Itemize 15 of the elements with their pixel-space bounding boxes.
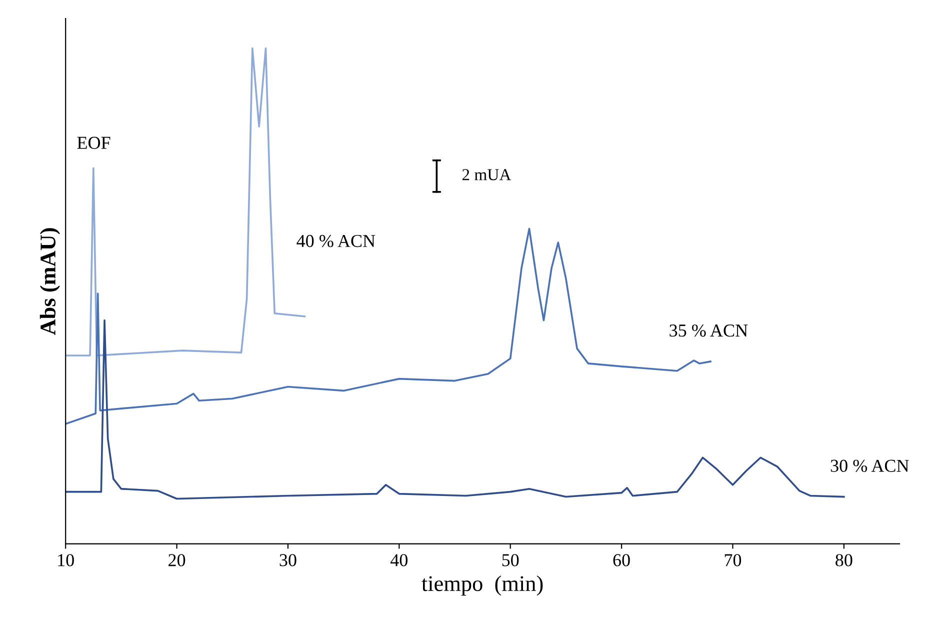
- x-tick-label: 30: [280, 554, 296, 566]
- x-axis-title: tiempo (min): [422, 575, 543, 596]
- x-tick-label: 80: [836, 554, 852, 566]
- x-tick-label: 40: [390, 554, 408, 566]
- y-axis-title: Abs (mAU): [40, 228, 60, 335]
- series-label: 40 % ACN: [296, 234, 376, 248]
- x-tick-label: 50: [502, 554, 519, 566]
- annotation: EOF: [77, 136, 110, 149]
- x-tick-label: 20: [168, 554, 186, 566]
- annotation: 2 mUA: [462, 169, 512, 180]
- series-label: 30 % ACN: [830, 460, 909, 472]
- series-label: 35 % ACN: [670, 324, 748, 337]
- x-tick-label: 60: [613, 554, 630, 566]
- x-tick-label: 10: [58, 554, 74, 566]
- x-tick-label: 70: [724, 554, 742, 566]
